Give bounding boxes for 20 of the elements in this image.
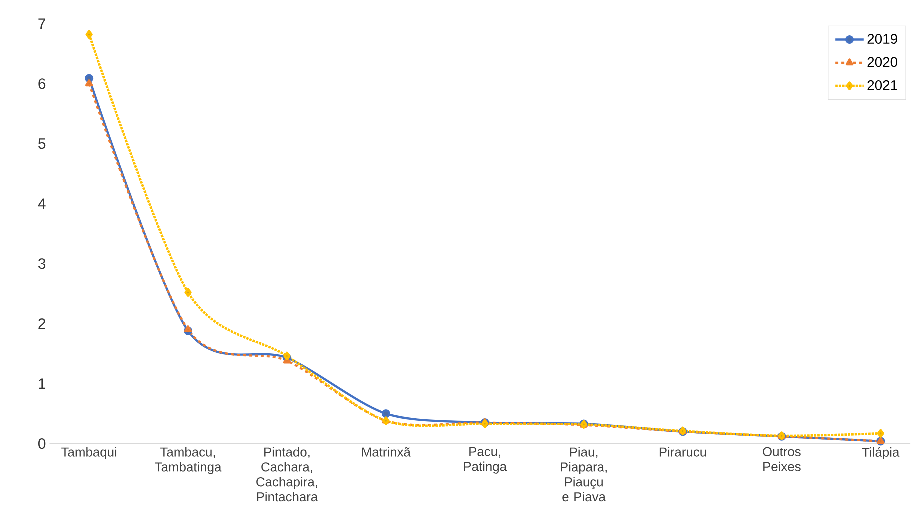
legend-label: 2021 (868, 80, 898, 90)
x-tick-label: Pintado, Cachara, Cachapira, Pintachara (256, 447, 318, 502)
legend-label: 2019 (868, 34, 898, 44)
x-tick-label: Tambaqui (62, 447, 117, 460)
x-tick-label: Tambacu, Tambatinga (155, 447, 222, 474)
x-tick-label: Tilápia (862, 447, 900, 460)
y-tick-label: 2 (38, 318, 46, 329)
y-tick-label: 7 (38, 18, 46, 29)
x-tick-label: Piau, Piapara, Piauçu e Piava (561, 447, 607, 502)
legend-label: 2020 (868, 57, 898, 67)
y-tick-label: 5 (38, 138, 46, 149)
x-tick-label: Pirarucu (660, 447, 706, 457)
y-tick-label: 1 (39, 378, 46, 389)
x-tick-label: Outros Peixes (763, 447, 801, 472)
y-tick-label: 0 (38, 438, 46, 449)
x-tick-label: Matrinxã (362, 447, 411, 457)
x-tick-label: Pacu, Patinga (464, 447, 508, 474)
y-tick-label: 4 (38, 198, 46, 209)
y-tick-label: 3 (38, 258, 46, 269)
y-tick-label: 6 (38, 78, 46, 89)
